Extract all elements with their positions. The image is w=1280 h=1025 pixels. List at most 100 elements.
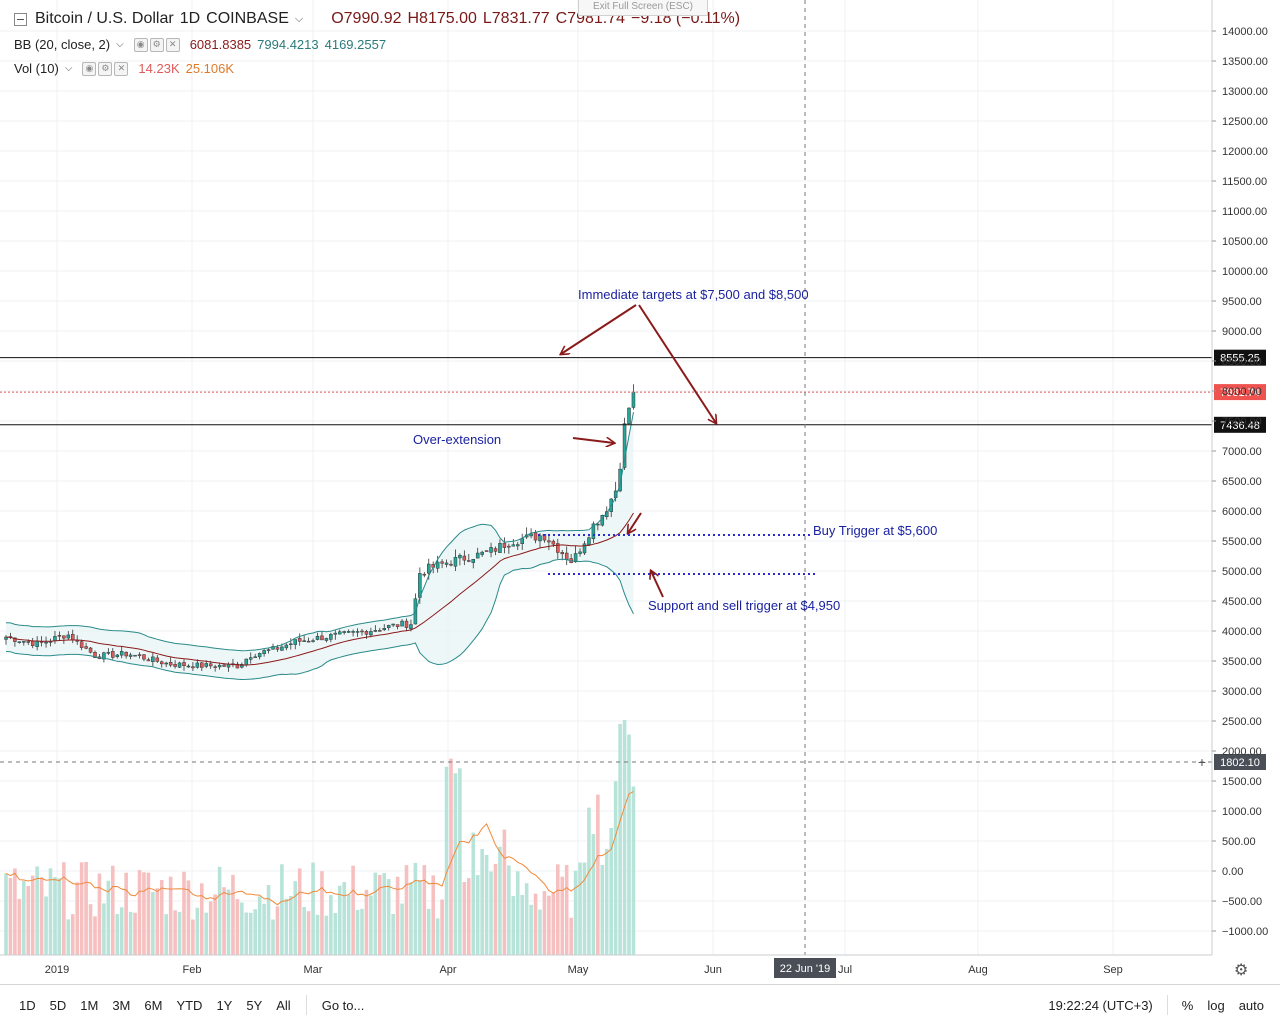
time-tick-label: Aug <box>968 964 988 976</box>
vol-label[interactable]: Vol (10) <box>14 61 59 76</box>
candle-body <box>573 553 578 563</box>
candle-body <box>17 641 22 643</box>
bollinger-band-fill <box>6 412 634 680</box>
percent-scale-toggle[interactable]: % <box>1181 997 1194 1013</box>
volume-bar <box>182 871 186 955</box>
volume-bar <box>320 871 324 955</box>
annotation-overextension: Over-extension <box>413 432 502 447</box>
candle-body <box>302 640 306 642</box>
candle-body <box>133 654 137 657</box>
volume-bar <box>631 786 636 955</box>
candle-body <box>364 631 369 635</box>
timeframe-6m[interactable]: 6M <box>144 997 163 1013</box>
volume-bar <box>542 891 547 955</box>
candle-body <box>520 538 524 544</box>
volume-bar <box>475 875 480 955</box>
volume-bar <box>493 863 498 955</box>
support-price-label: 7436.48 <box>1220 420 1260 432</box>
close-icon[interactable]: ✕ <box>114 61 129 76</box>
volume-bar <box>248 912 253 955</box>
chevron-down-icon[interactable]: ⌵ <box>294 12 304 25</box>
timeframe-ytd[interactable]: YTD <box>176 997 203 1013</box>
plus-icon[interactable]: + <box>1198 754 1206 770</box>
candle-body <box>529 533 533 537</box>
timeframe-5d[interactable]: 5D <box>49 997 67 1013</box>
candle-body <box>195 662 200 668</box>
gear-icon[interactable]: ⚙ <box>149 37 164 52</box>
volume-bar <box>271 919 275 955</box>
timeframe-1m[interactable]: 1M <box>80 997 99 1013</box>
bb-upper-line <box>5 412 634 652</box>
volume-bar <box>426 908 431 955</box>
time-tick-label: Jun <box>704 964 722 976</box>
volume-bar <box>62 862 66 955</box>
volume-bar <box>257 896 262 955</box>
candle-body <box>200 662 204 668</box>
volume-bar <box>551 892 556 955</box>
price-tick-label: 9000.00 <box>1222 326 1262 338</box>
minus-square-icon[interactable] <box>14 12 27 26</box>
volume-bar <box>395 876 400 955</box>
volume-bar <box>315 914 320 955</box>
timeframe-1y[interactable]: 1Y <box>216 997 233 1013</box>
goto-date-button[interactable]: Go to... <box>321 997 365 1013</box>
timeframe-1d[interactable]: 1D <box>19 997 36 1013</box>
candle-body <box>342 631 346 633</box>
candle-body <box>551 540 556 545</box>
candle-body <box>458 554 462 559</box>
candle-body <box>244 658 249 666</box>
candle-body <box>208 663 213 667</box>
eye-icon[interactable]: ◉ <box>82 61 97 76</box>
volume-bar <box>502 829 507 955</box>
volume-bar <box>253 909 257 955</box>
candle-body <box>498 543 502 553</box>
candle-body <box>124 651 128 657</box>
candle-body <box>275 647 280 650</box>
price-tick-label: 7500.00 <box>1222 416 1262 428</box>
symbol-interval[interactable]: 1D <box>179 10 201 27</box>
log-scale-toggle[interactable]: log <box>1207 997 1225 1013</box>
candle-body <box>538 535 542 542</box>
symbol-exchange[interactable]: COINBASE <box>206 10 289 27</box>
auto-scale-toggle[interactable]: auto <box>1238 997 1264 1013</box>
timeframe-3m[interactable]: 3M <box>112 997 131 1013</box>
volume-bar <box>556 864 560 955</box>
volume-bar <box>498 846 502 955</box>
volume-bar <box>391 913 395 955</box>
arrow-to-support <box>638 304 716 423</box>
volume-bar <box>191 919 195 955</box>
close-icon[interactable]: ✕ <box>165 37 180 52</box>
crosshair-date-label: 22 Jun '19 <box>780 963 830 975</box>
bb-basis-line <box>5 512 634 666</box>
gear-icon[interactable]: ⚙ <box>1234 962 1249 979</box>
crosshair-price-badge <box>1214 754 1266 770</box>
exit-fullscreen-button[interactable]: Exit Full Screen (ESC) <box>578 0 708 16</box>
timeframe-all[interactable]: All <box>276 997 291 1013</box>
volume-bar <box>217 866 222 955</box>
candle-body <box>84 646 88 649</box>
bb-basis-value: 6081.8385 <box>189 37 252 52</box>
eye-icon[interactable]: ◉ <box>133 37 148 52</box>
candle-body <box>13 637 17 642</box>
price-tick-label: 8500.00 <box>1222 356 1262 368</box>
chevron-down-icon[interactable]: ⌵ <box>64 63 73 74</box>
volume-bar <box>515 871 520 955</box>
time-tick-label: Jul <box>838 964 852 976</box>
volume-bar <box>208 901 213 955</box>
clock-display[interactable]: 19:22:24 (UTC+3) <box>1048 997 1153 1013</box>
candle-body <box>329 634 333 640</box>
timeframe-5y[interactable]: 5Y <box>246 997 263 1013</box>
volume-bar <box>360 908 364 955</box>
chevron-down-icon[interactable]: ⌵ <box>116 39 124 50</box>
symbol-name[interactable]: Bitcoin / U.S. Dollar <box>35 10 174 27</box>
candle-body <box>4 636 8 640</box>
vol-legend: Vol (10) ⌵ ◉ ⚙ ✕ 14.23K 25.106K <box>14 61 234 76</box>
ohlc-low: L7831.77 <box>482 10 550 27</box>
candle-body <box>35 641 39 647</box>
volume-bar <box>222 887 226 955</box>
gear-icon[interactable]: ⚙ <box>98 61 113 76</box>
price-tick-label: 14000.00 <box>1222 26 1268 38</box>
bb-label[interactable]: BB (20, close, 2) <box>14 37 111 52</box>
candle-body <box>618 468 622 492</box>
